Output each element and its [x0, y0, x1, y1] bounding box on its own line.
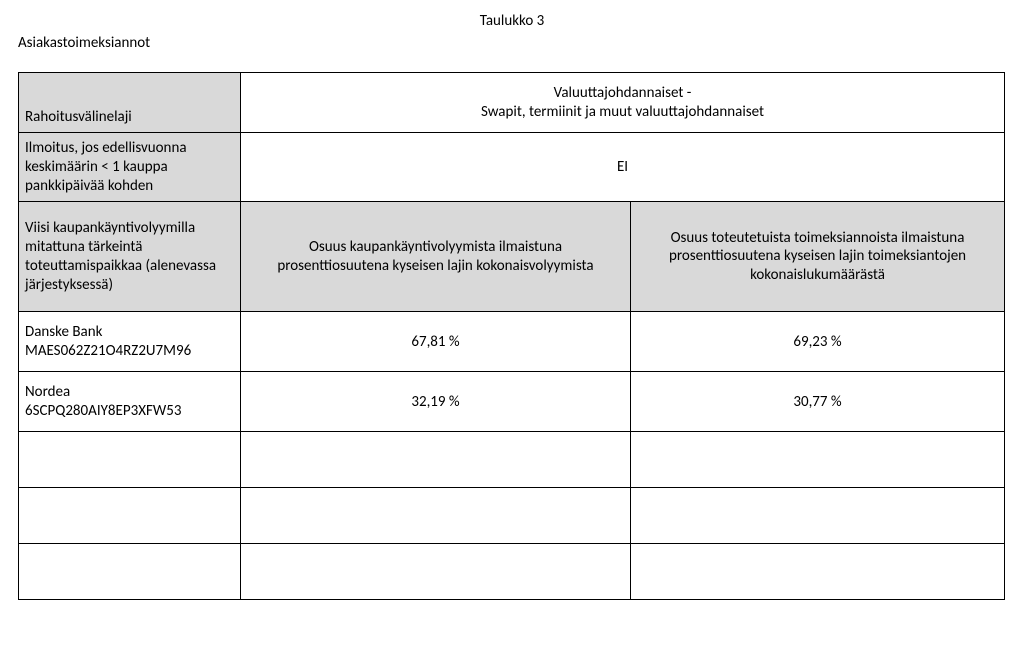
venue-name: Nordea [25, 383, 234, 402]
hdr-line3: kokonaislukumäärästä [637, 266, 998, 285]
label-line3: pankkipäivää kohden [25, 177, 234, 196]
label-line1: Ilmoitus, jos edellisvuonna [25, 139, 234, 158]
instrument-type-label: Rahoitusvälinelaji [19, 73, 241, 133]
value-line2: Swapit, termiinit ja muut valuuttajohdan… [247, 103, 998, 122]
instrument-type-value: Valuuttajohdannaiset - Swapit, termiinit… [241, 73, 1005, 133]
label-line2: keskimäärin < 1 kauppa [25, 158, 234, 177]
volume-share-cell [241, 488, 631, 544]
volume-share-cell [241, 544, 631, 600]
venue-name-cell [19, 488, 241, 544]
hdr-line1: Osuus toteutetuista toimeksiannoista ilm… [637, 229, 998, 248]
venue-name: Danske Bank [25, 323, 234, 342]
orders-share-cell: 30,77 % [631, 372, 1005, 432]
label-line2: mitattuna tärkeintä [25, 238, 234, 257]
orders-share-header: Osuus toteutetuista toimeksiannoista ilm… [631, 202, 1005, 312]
orders-share-cell: 69,23 % [631, 312, 1005, 372]
orders-share-cell [631, 544, 1005, 600]
table-row [19, 432, 1005, 488]
value-line1: Valuuttajohdannaiset - [247, 84, 998, 103]
hdr-line2: prosenttiosuutena kyseisen lajin toimeks… [637, 247, 998, 266]
table-row [19, 544, 1005, 600]
volume-share-cell: 32,19 % [241, 372, 631, 432]
value-text: EI [617, 158, 628, 176]
volume-share-cell: 67,81 % [241, 312, 631, 372]
venue-lei: 6SCPQ280AIY8EP3XFW53 [25, 402, 234, 421]
execution-venues-table: Rahoitusvälinelaji Valuuttajohdannaiset … [18, 72, 1005, 600]
venue-lei: MAES062Z21O4RZ2U7M96 [25, 342, 234, 361]
label-line3: toteuttamispaikkaa (alenevassa [25, 257, 234, 276]
hdr-line1: Osuus kaupankäyntivolyymista ilmaistuna [247, 238, 624, 257]
volume-share-header: Osuus kaupankäyntivolyymista ilmaistuna … [241, 202, 631, 312]
table-subtitle: Asiakastoimeksiannot [18, 34, 1006, 52]
table-row [19, 488, 1005, 544]
orders-share-cell [631, 488, 1005, 544]
venue-name-cell: Danske Bank MAES062Z21O4RZ2U7M96 [19, 312, 241, 372]
volume-share-cell [241, 432, 631, 488]
table-row: Danske Bank MAES062Z21O4RZ2U7M96 67,81 %… [19, 312, 1005, 372]
label-text: Rahoitusvälinelaji [25, 108, 132, 126]
venue-name-cell [19, 544, 241, 600]
orders-share-cell [631, 432, 1005, 488]
label-line1: Viisi kaupankäyntivolyymilla [25, 219, 234, 238]
venue-name-cell [19, 432, 241, 488]
venue-name-cell: Nordea 6SCPQ280AIY8EP3XFW53 [19, 372, 241, 432]
label-line4: järjestyksessä) [25, 276, 234, 295]
table-row: Nordea 6SCPQ280AIY8EP3XFW53 32,19 % 30,7… [19, 372, 1005, 432]
hdr-line2: prosenttiosuutena kyseisen lajin kokonai… [247, 257, 624, 276]
avg-trades-label: Ilmoitus, jos edellisvuonna keskimäärin … [19, 133, 241, 202]
venues-heading-label: Viisi kaupankäyntivolyymilla mitattuna t… [19, 202, 241, 312]
table-title: Taulukko 3 [18, 12, 1006, 30]
avg-trades-value: EI [241, 133, 1005, 202]
